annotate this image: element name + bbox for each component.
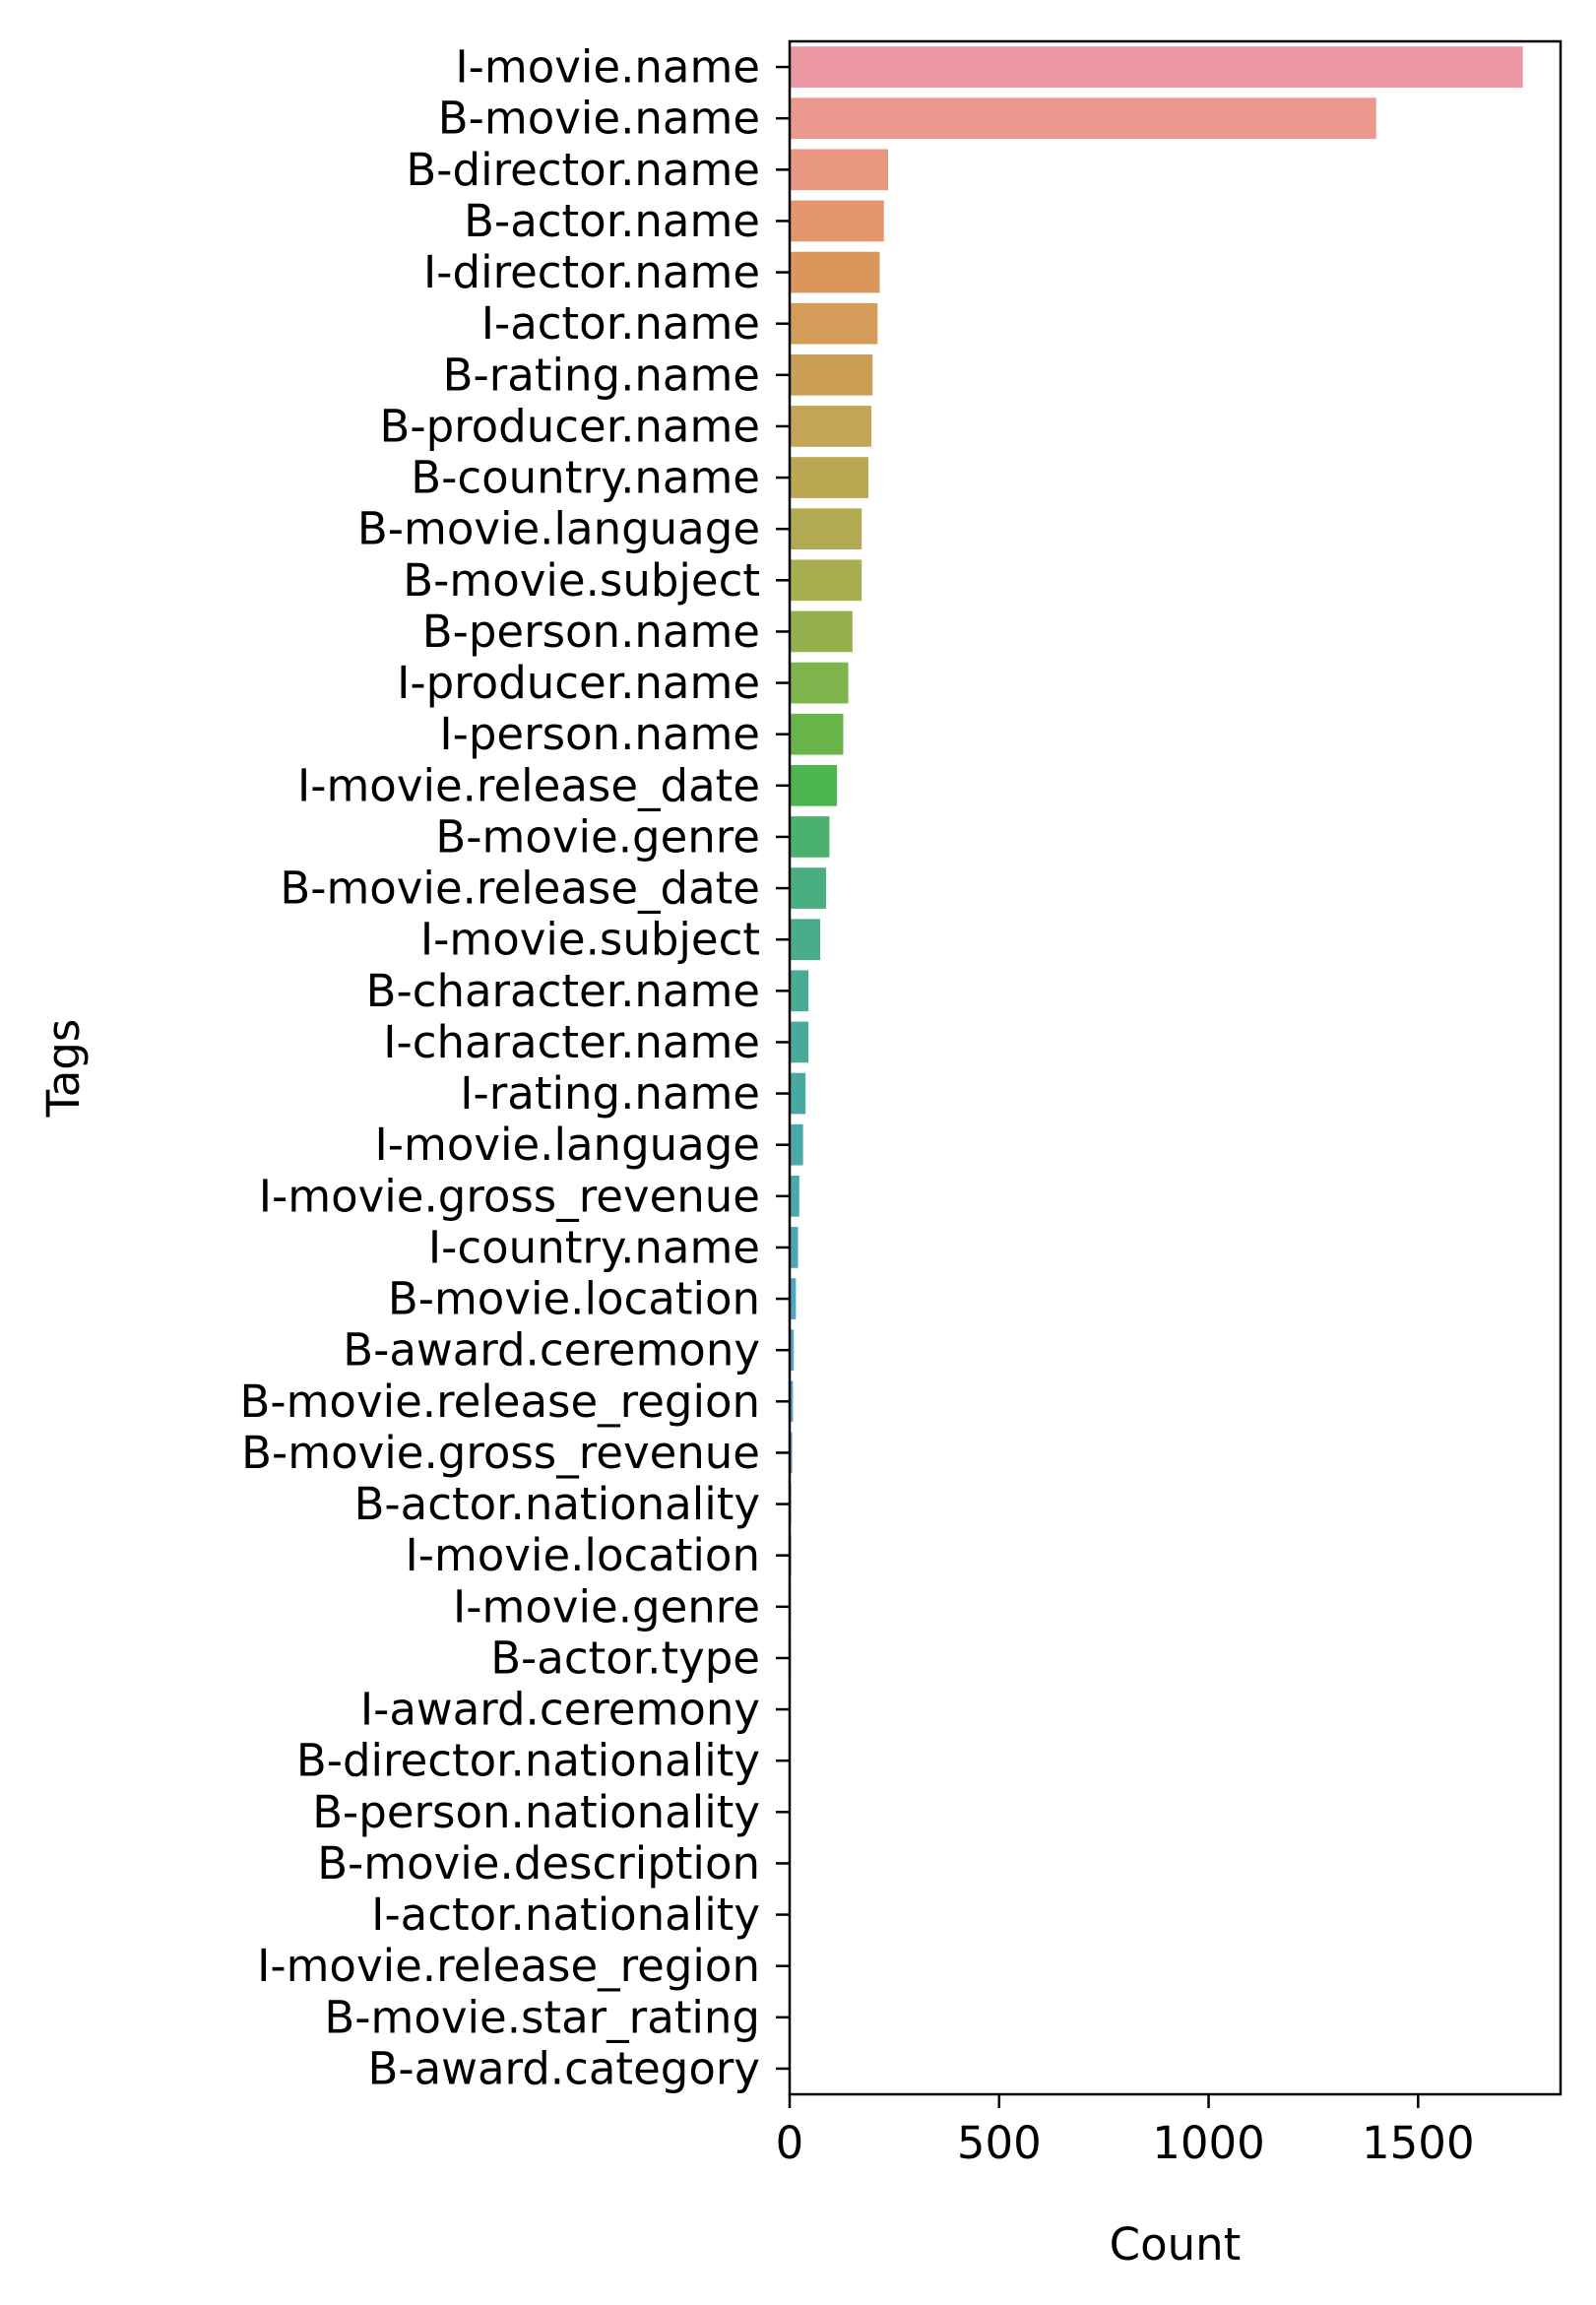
- y-tick-label: I-movie.release_date: [297, 759, 760, 811]
- y-tick-label: B-producer.name: [379, 400, 760, 452]
- y-tick-label: B-director.nationality: [296, 1735, 760, 1787]
- bar: [790, 1072, 806, 1115]
- y-tick-label: B-movie.subject: [403, 554, 760, 607]
- x-axis-ticks: 0 500 1000 1500: [776, 2094, 1475, 2169]
- y-tick-label: I-actor.nationality: [371, 1889, 760, 1941]
- bar: [790, 970, 809, 1012]
- x-tick-label: 0: [776, 2117, 804, 2169]
- bar: [790, 1278, 797, 1319]
- bar: [790, 816, 830, 858]
- y-tick-label: B-character.name: [366, 965, 760, 1017]
- x-tick-label: 1500: [1362, 2117, 1475, 2169]
- bar: [790, 919, 821, 961]
- y-tick-label: B-rating.name: [443, 349, 760, 401]
- bars-group: [790, 46, 1523, 2089]
- y-axis-ticks: I-movie.nameB-movie.nameB-director.nameB…: [239, 41, 790, 2094]
- y-tick-label: I-director.name: [423, 246, 760, 298]
- y-tick-label: B-movie.location: [388, 1273, 760, 1325]
- bar: [790, 46, 1523, 88]
- y-tick-label: I-award.ceremony: [360, 1684, 760, 1736]
- bar: [790, 457, 869, 498]
- y-tick-label: I-person.name: [439, 708, 760, 760]
- bar: [790, 149, 889, 191]
- bar: [790, 662, 849, 704]
- y-tick-label: B-movie.release_date: [280, 863, 760, 915]
- x-tick-label: 1000: [1152, 2117, 1265, 2169]
- bar: [790, 97, 1376, 140]
- y-tick-label: I-rating.name: [460, 1067, 760, 1120]
- y-tick-label: I-character.name: [383, 1016, 760, 1068]
- y-tick-label: B-actor.name: [464, 195, 760, 247]
- y-tick-label: I-movie.genre: [453, 1580, 760, 1633]
- y-tick-label: I-country.name: [428, 1221, 760, 1273]
- y-tick-label: I-movie.name: [455, 41, 760, 94]
- y-tick-label: I-movie.gross_revenue: [259, 1170, 760, 1222]
- y-tick-label: I-producer.name: [397, 657, 760, 709]
- y-tick-label: B-actor.type: [490, 1632, 760, 1684]
- x-axis-label: Count: [1110, 2218, 1242, 2271]
- y-tick-label: B-movie.star_rating: [324, 1991, 760, 2043]
- bar: [790, 1175, 799, 1217]
- y-tick-label: B-movie.release_region: [239, 1376, 760, 1428]
- bar: [790, 353, 873, 396]
- y-tick-label: I-movie.location: [405, 1529, 760, 1581]
- bar: [790, 1021, 809, 1063]
- bar: [790, 1123, 803, 1166]
- bar: [790, 406, 871, 447]
- bar: [790, 867, 827, 909]
- bar: [790, 508, 862, 550]
- bar: [790, 610, 853, 653]
- y-tick-label: B-person.nationality: [312, 1786, 760, 1838]
- y-tick-label: B-movie.name: [438, 93, 760, 145]
- bar: [790, 1227, 798, 1268]
- bar: [790, 559, 862, 602]
- y-tick-label: I-movie.release_region: [257, 1940, 760, 1992]
- bar: [790, 764, 838, 806]
- y-axis-label: Tags: [37, 1019, 90, 1119]
- bar: [790, 1380, 794, 1423]
- y-tick-label: I-movie.language: [374, 1119, 760, 1171]
- y-tick-label: B-movie.language: [357, 503, 760, 555]
- y-tick-label: B-person.name: [422, 606, 760, 658]
- bar: [790, 200, 884, 242]
- y-tick-label: I-movie.subject: [420, 914, 760, 966]
- y-tick-label: B-country.name: [411, 452, 760, 504]
- y-tick-label: B-award.category: [367, 2042, 760, 2094]
- bar: [790, 1329, 795, 1372]
- plot-frame: [788, 39, 1563, 2096]
- bar: [790, 302, 878, 345]
- x-tick-label: 500: [957, 2117, 1042, 2169]
- y-tick-label: B-movie.gross_revenue: [241, 1427, 760, 1479]
- bar: [790, 713, 844, 755]
- y-tick-label: I-actor.name: [481, 297, 760, 350]
- bar: [790, 1432, 793, 1474]
- y-tick-label: B-director.name: [406, 144, 760, 196]
- y-tick-label: B-movie.description: [317, 1837, 760, 1889]
- bar: [790, 251, 880, 293]
- y-tick-label: B-movie.genre: [435, 810, 760, 863]
- y-tick-label: B-actor.nationality: [354, 1478, 760, 1530]
- y-tick-label: B-award.ceremony: [343, 1324, 760, 1377]
